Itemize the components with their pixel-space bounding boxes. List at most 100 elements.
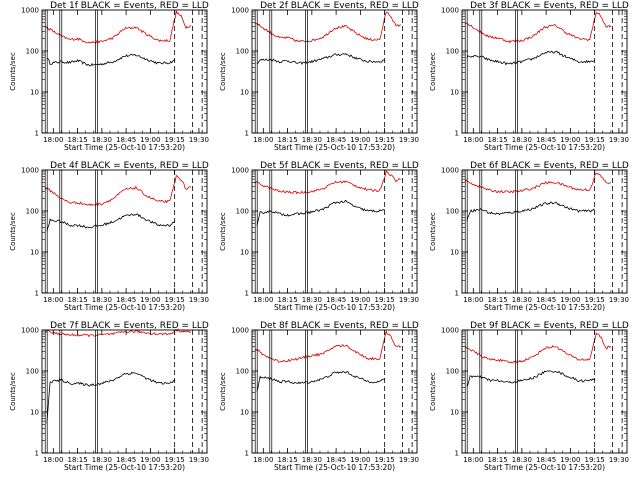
events-series-line <box>466 201 595 222</box>
events-series-line <box>256 199 385 227</box>
time-marker <box>44 9 48 134</box>
time-marker <box>479 169 483 294</box>
plot-panel: Det 2f BLACK = Events, RED = LLD 1 10 100 10… <box>219 1 419 152</box>
x-axis-label: Start Time (25-Oct-10 17:53:20) <box>64 463 185 472</box>
y-tick-label: 1000 <box>21 327 39 335</box>
x-tick-label: 18:30 <box>302 456 322 464</box>
x-tick-label: 19:15 <box>165 456 185 464</box>
y-tick-label: 1000 <box>21 7 39 15</box>
x-tick-label: 18:30 <box>92 136 112 144</box>
plot-title: Det 5f BLACK = Events, RED = LLD <box>260 161 419 171</box>
plot-frame <box>41 329 208 454</box>
plot-title: Det 3f BLACK = Events, RED = LLD <box>470 1 629 11</box>
plot-frame <box>251 169 418 294</box>
time-marker <box>95 329 98 454</box>
y-tick-label: 1 <box>35 130 39 138</box>
time-marker <box>479 329 483 454</box>
y-tick-label: 100 <box>446 368 459 376</box>
y-tick-label: 100 <box>236 368 249 376</box>
y-tick-label: 1000 <box>441 7 459 15</box>
y-tick-label: 1 <box>35 290 39 298</box>
time-marker <box>464 9 468 134</box>
x-tick-label: 19:00 <box>140 136 160 144</box>
x-tick-label: 19:15 <box>585 136 605 144</box>
y-tick-label: 10 <box>30 249 39 257</box>
events-series-line <box>256 53 385 65</box>
x-tick-label: 19:15 <box>585 296 605 304</box>
time-marker <box>59 9 63 134</box>
x-axis-label: Start Time (25-Oct-10 17:53:20) <box>274 463 395 472</box>
plot-frame <box>251 9 418 134</box>
y-tick-label: 1000 <box>231 327 249 335</box>
x-tick-label: 19:15 <box>165 296 185 304</box>
x-tick-label: 19:00 <box>560 456 580 464</box>
x-tick-label: 18:15 <box>487 296 507 304</box>
plot-frame <box>41 9 208 134</box>
time-marker <box>44 329 48 454</box>
x-axis-label: Start Time (25-Oct-10 17:53:20) <box>484 463 605 472</box>
x-tick-label: 18:30 <box>512 136 532 144</box>
time-marker <box>254 169 258 294</box>
y-tick-label: 100 <box>236 48 249 56</box>
x-tick-label: 19:00 <box>560 296 580 304</box>
plot-frame <box>461 329 628 454</box>
x-tick-label: 18:00 <box>253 296 273 304</box>
y-tick-label: 1000 <box>441 167 459 175</box>
time-marker <box>305 9 308 134</box>
y-tick-label: 1 <box>245 290 249 298</box>
y-tick-label: 1 <box>245 450 249 458</box>
x-tick-label: 18:15 <box>487 136 507 144</box>
time-marker <box>464 329 468 454</box>
time-marker <box>515 329 518 454</box>
x-tick-label: 18:15 <box>67 136 87 144</box>
x-tick-label: 18:45 <box>536 456 556 464</box>
y-tick-label: 10 <box>450 89 459 97</box>
x-tick-label: 18:00 <box>253 136 273 144</box>
time-marker <box>464 169 468 294</box>
time-marker <box>95 9 98 134</box>
plot-title: Det 2f BLACK = Events, RED = LLD <box>260 1 419 11</box>
x-tick-label: 19:15 <box>375 296 395 304</box>
x-tick-label: 19:00 <box>350 136 370 144</box>
plot-title: Det 6f BLACK = Events, RED = LLD <box>470 161 629 171</box>
y-axis-label: Counts/sec <box>9 52 17 91</box>
y-tick-label: 1000 <box>21 167 39 175</box>
plot-title: Det 7f BLACK = Events, RED = LLD <box>50 321 209 331</box>
x-tick-label: 18:30 <box>512 456 532 464</box>
plot-panel: Det 4f BLACK = Events, RED = LLD 1 10 100 10… <box>9 161 209 312</box>
time-marker <box>305 169 308 294</box>
x-tick-label: 18:45 <box>536 136 556 144</box>
events-series-line <box>256 371 385 392</box>
y-axis-label: Counts/sec <box>9 372 17 411</box>
x-tick-label: 19:30 <box>189 456 209 464</box>
events-series-line <box>466 370 595 387</box>
x-tick-label: 19:00 <box>140 456 160 464</box>
lld-series-line <box>254 11 401 43</box>
x-tick-label: 18:30 <box>92 296 112 304</box>
x-tick-label: 18:45 <box>116 296 136 304</box>
x-tick-label: 19:00 <box>140 296 160 304</box>
y-tick-label: 100 <box>26 208 39 216</box>
y-tick-label: 10 <box>240 89 249 97</box>
plot-panel: Det 7f BLACK = Events, RED = LLD 1 10 100 10… <box>9 321 209 472</box>
x-tick-label: 19:30 <box>399 136 419 144</box>
plot-panel: Det 8f BLACK = Events, RED = LLD 1 10 100 10… <box>219 321 419 472</box>
lld-series-line <box>465 11 612 44</box>
time-marker <box>479 9 483 134</box>
x-tick-label: 18:15 <box>67 296 87 304</box>
x-tick-label: 19:15 <box>165 136 185 144</box>
x-axis-label: Start Time (25-Oct-10 17:53:20) <box>484 303 605 312</box>
time-marker <box>515 9 518 134</box>
plot-panel: Det 1f BLACK = Events, RED = LLD 1 10 100 10… <box>9 1 209 152</box>
x-axis-label: Start Time (25-Oct-10 17:53:20) <box>274 143 395 152</box>
x-tick-label: 18:15 <box>67 456 87 464</box>
x-axis-label: Start Time (25-Oct-10 17:53:20) <box>64 143 185 152</box>
lld-series-line <box>254 170 401 195</box>
lld-series-line <box>44 174 192 207</box>
x-tick-label: 18:15 <box>277 136 297 144</box>
y-axis-label: Counts/sec <box>429 372 437 411</box>
plot-title: Det 1f BLACK = Events, RED = LLD <box>50 1 209 11</box>
x-tick-label: 18:45 <box>326 456 346 464</box>
y-tick-label: 1000 <box>441 327 459 335</box>
